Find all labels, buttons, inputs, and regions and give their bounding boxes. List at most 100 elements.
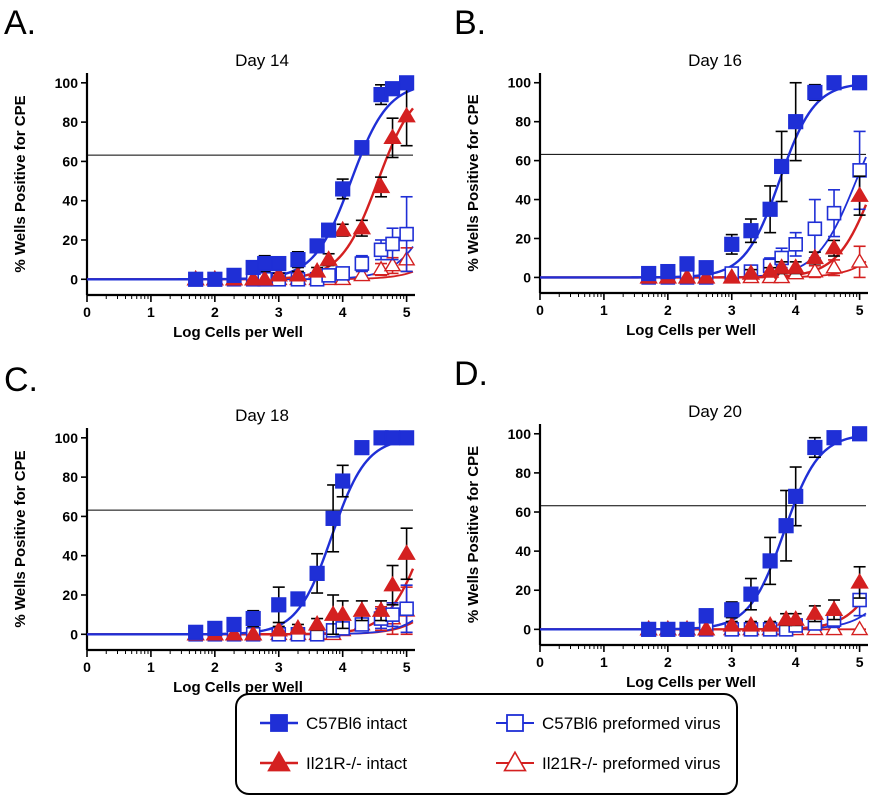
y-tick-label: 80 [515, 465, 531, 481]
data-point-il21r_preformed-10 [353, 266, 371, 282]
data-point-il21r_intact-5 [288, 618, 308, 635]
data-point-c57_intact-7 [774, 158, 790, 175]
legend: C57Bl6 intact C57Bl6 preformed virus Il21R… [235, 693, 738, 795]
data-point-c57_intact-7 [778, 518, 794, 534]
data-point-c57_intact-11 [384, 430, 401, 446]
legend-marker-triangle [503, 750, 527, 772]
data-point-il21r_intact-9 [333, 220, 352, 237]
y-tick-label: 100 [508, 75, 532, 91]
data-point-c57_intact-8 [788, 488, 804, 504]
legend-marker-square [270, 714, 288, 732]
data-point-il21r_intact-3 [697, 619, 716, 636]
data-point-c57_intact-11 [852, 75, 868, 91]
y-tick-label: 60 [62, 153, 78, 169]
data-point-c57_intact-10 [826, 430, 842, 446]
chart-title: Day 16 [688, 51, 742, 70]
legend-label: C57Bl6 intact [306, 714, 407, 733]
data-point-il21r_intact-12 [397, 544, 416, 560]
data-point-c57_intact-5 [743, 586, 759, 602]
data-point-c57_intact-1 [207, 271, 223, 287]
data-point-c57_intact-4 [724, 236, 740, 252]
x-axis-label: Log Cells per Well [626, 674, 756, 691]
data-point-c57_intact-4 [724, 602, 740, 618]
data-point-il21r_intact-6 [307, 615, 327, 631]
data-point-c57_intact-5 [290, 591, 306, 607]
y-tick-label: 80 [515, 114, 531, 130]
data-point-il21r_intact-3 [244, 269, 263, 286]
data-point-c57_intact-3 [245, 610, 261, 627]
data-point-c57_preformed-13 [399, 226, 414, 242]
x-tick-label: 2 [664, 654, 672, 670]
data-point-il21r_intact-4 [255, 269, 274, 286]
y-tick-label: 60 [515, 504, 531, 520]
x-axis-label: Log Cells per Well [173, 679, 303, 696]
data-point-c57_intact-6 [762, 553, 778, 569]
data-point-il21r_intact-8 [319, 250, 338, 266]
panel-letter: B. [454, 4, 486, 42]
data-point-il21r_intact-5 [741, 264, 761, 280]
fit-curve-il21r_intact [87, 107, 414, 281]
y-tick-label: 40 [515, 543, 531, 559]
data-point-c57_preformed-11 [852, 163, 867, 178]
panel-letter: C. [4, 361, 38, 399]
y-tick-label: 0 [70, 626, 78, 642]
data-point-c57_preformed-9 [807, 221, 823, 237]
data-point-c57_intact-3 [698, 608, 714, 624]
data-point-c57_intact-0 [641, 265, 657, 282]
data-point-il21r_intact-11 [850, 572, 869, 589]
data-point-c57_intact-7 [325, 510, 341, 526]
data-point-c57_intact-4 [271, 597, 287, 613]
data-point-il21r_intact-10 [824, 600, 844, 616]
legend-label: C57Bl6 preformed virus [542, 714, 721, 733]
y-tick-label: 20 [62, 232, 78, 248]
data-point-il21r_intact-9 [352, 601, 372, 617]
x-tick-label: 0 [536, 654, 544, 670]
data-point-il21r_intact-4 [722, 616, 741, 632]
y-tick-label: 0 [523, 621, 531, 637]
data-point-c57_intact-1 [660, 263, 676, 280]
data-point-c57_intact-3 [698, 260, 714, 276]
x-tick-label: 1 [147, 659, 155, 675]
data-point-il21r_intact-3 [244, 624, 263, 641]
legend-label: Il21R-/- preformed virus [542, 754, 721, 773]
data-point-c57_intact-10 [354, 140, 370, 156]
y-axis-label: % Wells Positive for CPE [12, 450, 29, 627]
fit-curve-c57_intact [540, 82, 867, 279]
data-point-c57_intact-9 [335, 181, 351, 197]
x-tick-label: 1 [147, 304, 155, 320]
chart-panel-1: A. Day 14 0 20 40 60 80 100 0 1 2 3 4 5 Log Cells per … [4, 4, 416, 341]
x-tick-label: 1 [600, 302, 608, 318]
y-tick-label: 100 [55, 430, 79, 446]
x-tick-label: 5 [856, 302, 864, 318]
data-point-c57_intact-6 [309, 565, 325, 581]
x-tick-label: 5 [403, 659, 411, 675]
legend-marker-triangle [267, 750, 291, 772]
data-point-il21r_intact-8 [786, 258, 805, 274]
data-point-c57_intact-2 [226, 267, 242, 283]
data-point-c57_intact-4 [257, 255, 273, 272]
data-point-il21r_intact-2 [224, 624, 244, 641]
y-tick-label: 80 [62, 114, 78, 130]
y-tick-label: 60 [515, 153, 531, 169]
data-point-il21r_intact-7 [772, 258, 791, 274]
data-point-il21r_intact-9 [805, 604, 825, 620]
x-tick-label: 5 [403, 304, 411, 320]
data-point-il21r_intact-11 [371, 177, 391, 194]
x-tick-label: 3 [275, 659, 283, 675]
data-point-c57_intact-8 [335, 473, 351, 489]
data-point-c57_preformed-10 [354, 256, 370, 271]
data-point-il21r_intact-6 [760, 616, 780, 632]
data-point-c57_intact-12 [399, 430, 415, 446]
data-point-il21r_intact-4 [269, 620, 288, 637]
y-axis-label: % Wells Positive for CPE [465, 94, 482, 271]
panel-letter: A. [4, 4, 36, 42]
fit-curve-c57_intact [540, 434, 867, 631]
data-point-c57_intact-11 [852, 426, 868, 442]
data-point-c57_preformed-10 [826, 205, 842, 221]
x-tick-label: 1 [600, 654, 608, 670]
legend-label: Il21R-/- intact [306, 754, 407, 773]
y-tick-label: 80 [62, 469, 78, 485]
fit-curve-c57_intact [87, 438, 414, 636]
data-point-il21r_intact-5 [741, 616, 761, 632]
data-point-il21r_intact-3 [697, 267, 716, 284]
